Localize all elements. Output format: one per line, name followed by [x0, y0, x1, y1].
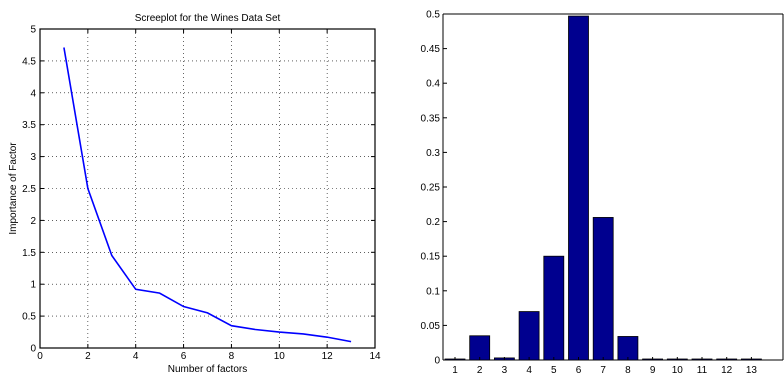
screeplot-chart: 0 2 4 6 8 10 12 14 0 0.5 1 1.5 2 2.5 3 3.5 4 4.5 5 Screeplo…: [8, 13, 381, 375]
screeplot-ytick-label: 0: [30, 344, 36, 355]
bar-ytick-label: 0.5: [426, 10, 440, 21]
screeplot-ytick-label: 4.5: [22, 56, 36, 67]
bar-category-label: 9: [650, 365, 656, 375]
bar-ytick-label: 0.35: [421, 113, 441, 124]
bar-ytick-label: 0.25: [421, 183, 441, 194]
screeplot-xtick-label: 0: [37, 351, 43, 362]
screeplot-ytick-label: 4: [30, 88, 36, 99]
screeplot-ytick-label: 2: [30, 216, 36, 227]
bar-2: [469, 335, 491, 361]
screeplot-xtick-label: 8: [229, 351, 235, 362]
bar-category-label: 11: [697, 365, 708, 375]
screeplot-xtick-label: 6: [181, 351, 187, 362]
bar-category-label: 4: [526, 365, 532, 375]
bar-ytick-label: 0.4: [426, 79, 440, 90]
bar-5: [543, 255, 565, 361]
screeplot-ylabel: Importance of Factor: [8, 142, 19, 235]
bar-category-label: 10: [672, 365, 684, 375]
bar-category-label: 12: [721, 365, 733, 375]
screeplot-xtick-label: 10: [274, 351, 286, 362]
bar-4: [518, 311, 540, 361]
bar-category-label: 5: [551, 365, 557, 375]
bar-8: [617, 336, 639, 361]
bar-category-label: 7: [600, 365, 606, 375]
screeplot-ytick-label: 1: [30, 280, 36, 291]
bar-category-label: 1: [452, 365, 458, 375]
bar-chart: 00.050.10.150.20.250.30.350.40.450.51 2 3 4…: [421, 10, 784, 375]
screeplot-title: Screeplot for the Wines Data Set: [135, 13, 281, 24]
screeplot-ytick-label: 0.5: [22, 312, 36, 323]
bar-category-label: 3: [502, 365, 508, 375]
screeplot-ytick-label: 1.5: [22, 248, 36, 259]
bar-7: [592, 217, 614, 361]
bar-ytick-label: 0.2: [426, 217, 440, 228]
screeplot-series-line: [63, 47, 352, 343]
bar-ytick-label: 0.1: [426, 286, 440, 297]
bar-category-label: 2: [477, 365, 483, 375]
bar-ytick-label: 0.05: [421, 321, 441, 332]
screeplot-xtick-label: 2: [85, 351, 91, 362]
bar-ytick-label: 0.3: [426, 148, 440, 159]
screeplot-xtick-label: 12: [322, 351, 334, 362]
screeplot-ytick-label: 3: [30, 152, 36, 163]
screeplot-xlabel: Number of factors: [168, 364, 247, 375]
screeplot-ytick-label: 5: [30, 25, 36, 36]
bar-ytick-label: 0.15: [421, 252, 441, 263]
bar-category-label: 13: [746, 365, 758, 375]
screeplot-ytick-label: 2.5: [22, 184, 36, 195]
screeplot-xtick-label: 14: [369, 351, 381, 362]
bar-category-label: 8: [625, 365, 631, 375]
bar-6: [568, 15, 589, 361]
bar-ytick-label: 0.45: [421, 44, 441, 55]
screeplot-xtick-label: 4: [133, 351, 139, 362]
bar-category-label: 6: [576, 365, 582, 375]
bar-ytick-label: 0: [434, 356, 440, 367]
screeplot-ytick-label: 3.5: [22, 120, 36, 131]
